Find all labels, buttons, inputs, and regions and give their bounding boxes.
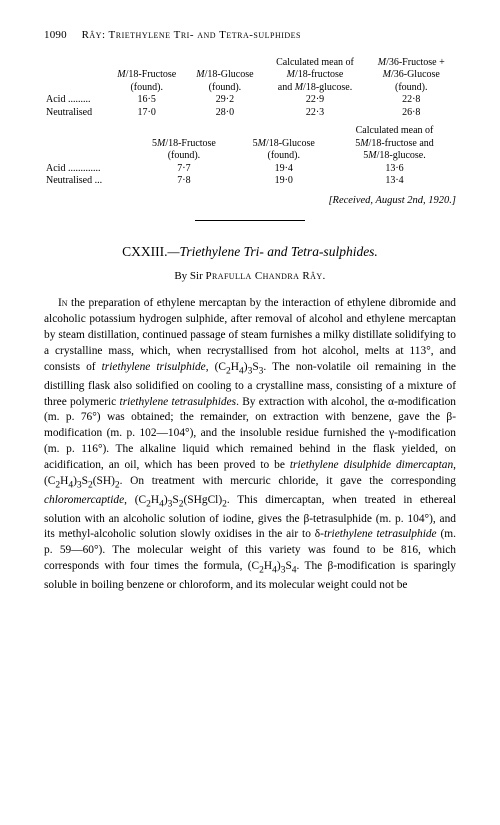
t1-r2-v3: 22·3 — [263, 107, 366, 120]
t2-r2-label: Neutralised ... — [44, 175, 133, 188]
t1-h3a: Calculated mean of — [263, 57, 366, 70]
page-container: 1090 Rây: Triethylene Tri- and Tetra-sul… — [0, 0, 500, 614]
t1-h3b: M/18-fructoseand M/18-glucose. — [263, 69, 366, 94]
t1-h4a: M/36-Fructose + — [366, 57, 456, 70]
t1-r2-label: Neutralised — [44, 107, 107, 120]
table-row: Acid ......... 16·5 29·2 22·9 22·8 — [44, 94, 456, 107]
data-table-2: Calculated mean of 5M/18-Fructose(found)… — [44, 125, 456, 188]
t1-r1-v3: 22·9 — [263, 94, 366, 107]
article-title-text: —Triethylene Tri- and Tetra-sulphides. — [168, 244, 378, 259]
section-divider — [195, 220, 305, 221]
t2-r2-v2: 19·0 — [234, 175, 333, 188]
running-header: 1090 Rây: Triethylene Tri- and Tetra-sul… — [44, 28, 456, 43]
table-row: Acid ............. 7·7 19·4 13·6 — [44, 163, 456, 176]
running-title: Rây: Triethylene Tri- and Tetra-sulphide… — [82, 29, 301, 41]
t1-r2-v1: 17·0 — [107, 107, 186, 120]
article-body: In the preparation of ethylene mercaptan… — [44, 296, 456, 594]
article-number: CXXIII. — [122, 244, 167, 259]
t1-r2-v2: 28·0 — [186, 107, 263, 120]
article-title: CXXIII.—Triethylene Tri- and Tetra-sulph… — [44, 243, 456, 261]
author-name: Prafulla Chandra Rây. — [206, 270, 326, 282]
byline: By Sir Prafulla Chandra Rây. — [44, 269, 456, 284]
t1-r1-label: Acid ......... — [44, 94, 107, 107]
t1-r1-v1: 16·5 — [107, 94, 186, 107]
t2-r1-v2: 19·4 — [234, 163, 333, 176]
byline-prefix: By Sir — [174, 270, 205, 282]
received-date: [Received, August 2nd, 1920.] — [44, 194, 456, 208]
t1-r2-v4: 26·8 — [366, 107, 456, 120]
data-table-1: Calculated mean of M/36-Fructose + M/18-… — [44, 57, 456, 120]
t1-h1: M/18-Fructose(found). — [107, 69, 186, 94]
t2-h3a: Calculated mean of — [333, 125, 456, 138]
t2-r2-v1: 7·8 — [133, 175, 234, 188]
t2-r1-v1: 7·7 — [133, 163, 234, 176]
t1-r1-v2: 29·2 — [186, 94, 263, 107]
t2-r1-v3: 13·6 — [333, 163, 456, 176]
t2-r1-label: Acid ............. — [44, 163, 133, 176]
page-number: 1090 — [44, 29, 67, 41]
t1-h4b: M/36-Glucose(found). — [366, 69, 456, 94]
table-row: Neutralised 17·0 28·0 22·3 26·8 — [44, 107, 456, 120]
t2-h1: 5M/18-Fructose(found). — [133, 138, 234, 163]
t1-h2: M/18-Glucose(found). — [186, 69, 263, 94]
t2-r2-v3: 13·4 — [333, 175, 456, 188]
t2-h2: 5M/18-Glucose(found). — [234, 138, 333, 163]
table-row: Neutralised ... 7·8 19·0 13·4 — [44, 175, 456, 188]
t2-h3b: 5M/18-fructose and5M/18-glucose. — [333, 138, 456, 163]
t1-r1-v4: 22·8 — [366, 94, 456, 107]
